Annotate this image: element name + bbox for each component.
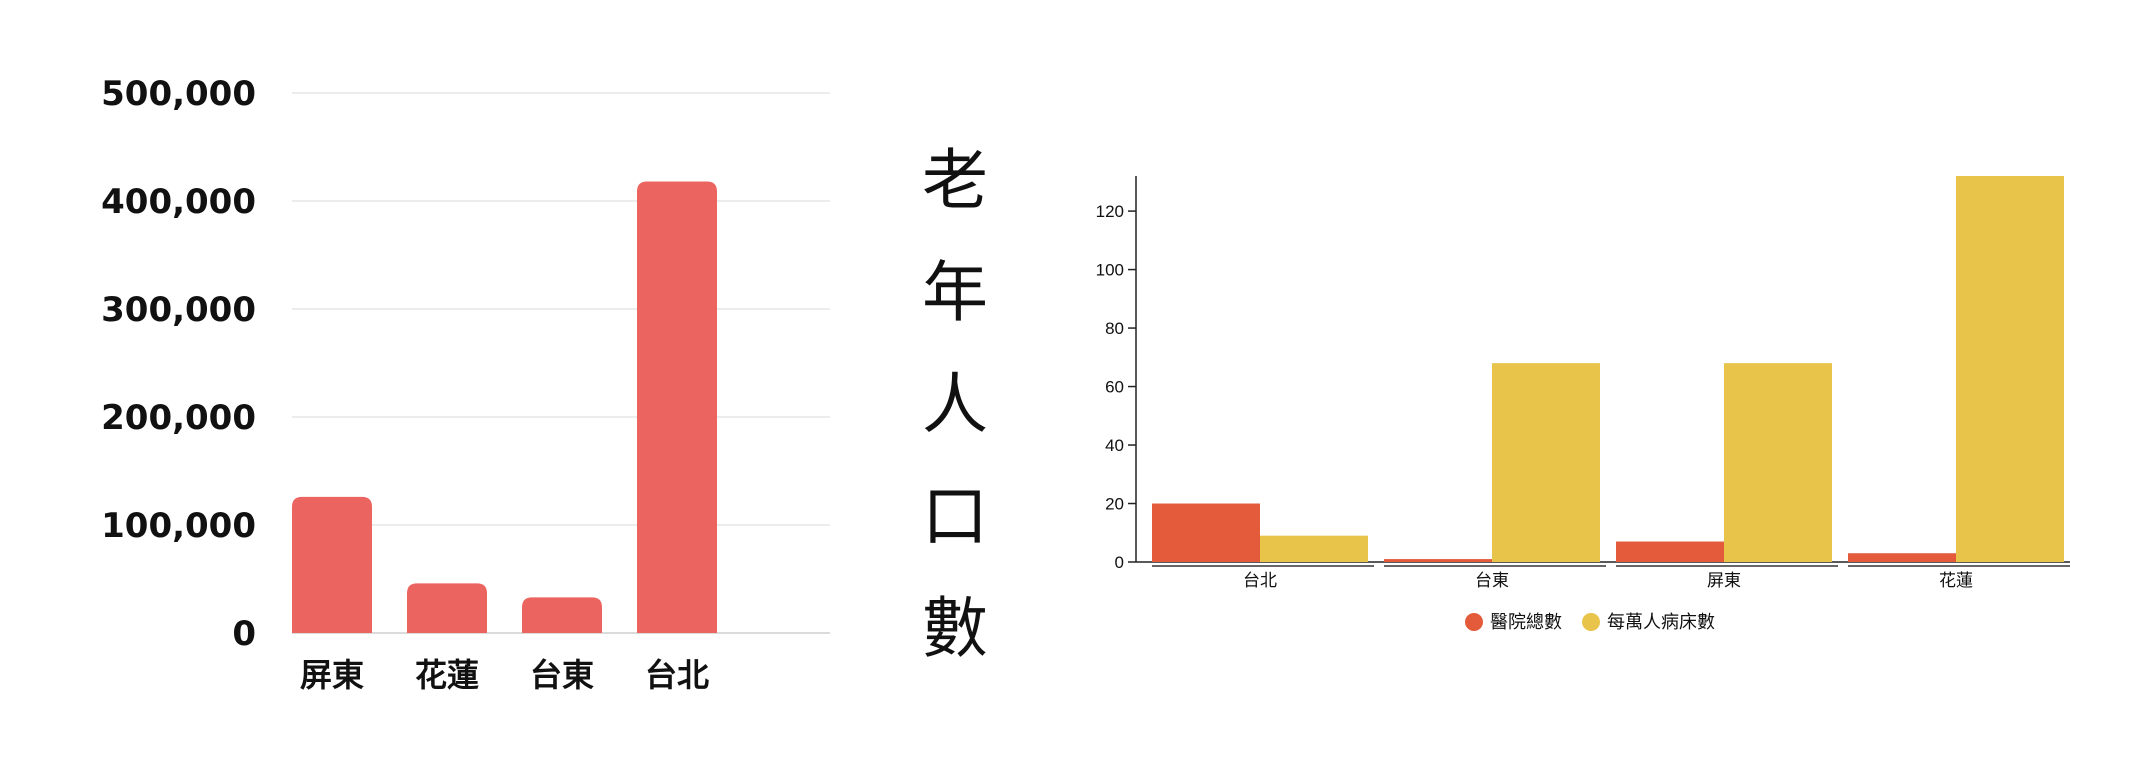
- left-x-tick-label: 台東: [530, 656, 594, 694]
- left-bar: [522, 597, 602, 633]
- left-chart-gridlines: [292, 92, 830, 634]
- right-x-tick-label: 台東: [1475, 571, 1509, 590]
- right-bar-hospitals: [1616, 541, 1724, 562]
- left-y-tick-label: 0: [232, 614, 256, 654]
- left-bar: [637, 181, 717, 633]
- right-bar-beds: [1724, 363, 1832, 562]
- right-bar-beds: [1260, 535, 1368, 562]
- left-y-tick-label: 500,000: [101, 74, 256, 114]
- right-y-tick-label: 80: [1105, 319, 1124, 338]
- left-bar: [407, 583, 487, 633]
- side-label-char: 數: [922, 590, 988, 667]
- right-y-tick-label: 60: [1105, 378, 1124, 397]
- left-chart-y-axis: 0 100,000 200,000 300,000 400,000 500,000: [101, 74, 256, 654]
- left-y-tick-label: 400,000: [101, 182, 256, 222]
- right-y-tick-label: 20: [1105, 495, 1124, 514]
- left-chart-x-axis: 屏東 花蓮 台東 台北: [300, 656, 709, 694]
- legend-swatch-hospitals: [1465, 613, 1483, 631]
- left-x-tick-label: 花蓮: [415, 656, 479, 694]
- side-label-char: 口: [922, 478, 988, 555]
- legend-swatch-beds: [1582, 613, 1600, 631]
- right-y-tick-label: 0: [1115, 553, 1124, 572]
- left-y-tick-label: 100,000: [101, 506, 256, 546]
- right-chart-axes: [1135, 176, 2070, 563]
- side-label-char: 年: [922, 254, 988, 331]
- right-bar-beds: [1492, 363, 1600, 562]
- right-x-tick-label: 花蓮: [1939, 571, 1973, 590]
- right-x-tick-label: 屏東: [1707, 571, 1741, 590]
- left-x-tick-label: 屏東: [300, 656, 364, 694]
- right-bar-hospitals: [1848, 553, 1956, 562]
- right-chart-y-axis: 0 20 40 60 80 100 120: [1096, 202, 1136, 572]
- left-bar: [292, 496, 372, 633]
- side-label-char: 人: [922, 366, 988, 443]
- right-bar-hospitals: [1384, 559, 1492, 562]
- side-label: 老年人口數: [900, 125, 1010, 685]
- right-x-tick-label: 台北: [1243, 571, 1277, 590]
- left-chart-bars: [292, 181, 717, 633]
- right-chart-bars: [1152, 176, 2064, 562]
- left-x-tick-label: 台北: [645, 656, 709, 694]
- left-y-tick-label: 300,000: [101, 290, 256, 330]
- right-chart-legend: 醫院總數 每萬人病床數: [1465, 612, 1715, 632]
- left-y-tick-label: 200,000: [101, 398, 256, 438]
- side-label-char: 老: [922, 142, 988, 219]
- right-y-tick-label: 40: [1105, 436, 1124, 455]
- legend-label-hospitals: 醫院總數: [1490, 612, 1562, 632]
- right-bar-beds: [1956, 176, 2064, 562]
- right-y-tick-label: 100: [1096, 261, 1124, 280]
- right-chart-x-axis: 台北 台東 屏東 花蓮: [1152, 565, 2070, 590]
- right-y-tick-label: 120: [1096, 202, 1124, 221]
- right-bar-hospitals: [1152, 503, 1260, 562]
- legend-label-beds: 每萬人病床數: [1607, 612, 1715, 632]
